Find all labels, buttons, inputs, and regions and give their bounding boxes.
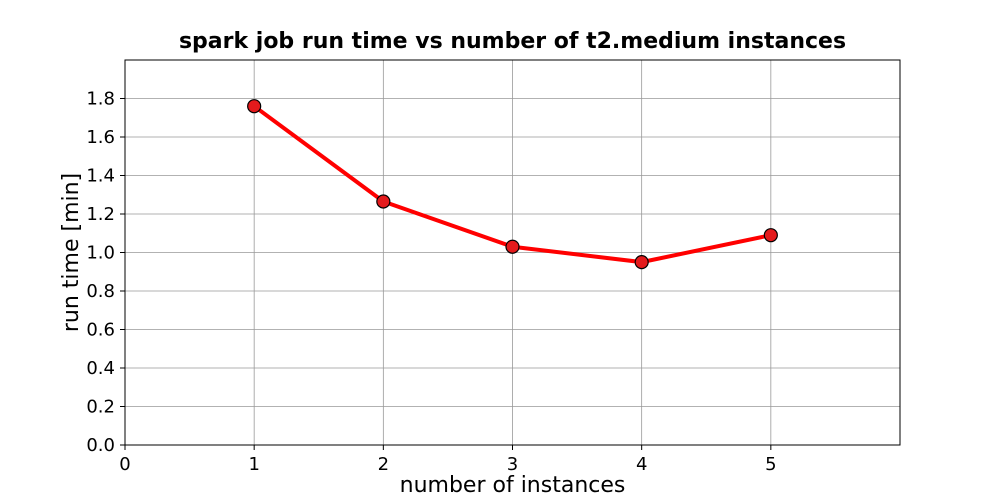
- grid: [124, 60, 900, 446]
- y-axis-label: run time [min]: [59, 173, 84, 332]
- y-tick-label: 1.8: [86, 89, 115, 110]
- x-tick-label: 1: [248, 454, 259, 475]
- y-tick-label: 0.6: [86, 320, 115, 341]
- y-tick-label: 0.4: [86, 358, 115, 379]
- data-point: [634, 255, 649, 270]
- x-tick-label: 4: [636, 454, 647, 475]
- x-axis-label: number of instances: [400, 473, 626, 498]
- chart-title: spark job run time vs number of t2.mediu…: [179, 29, 846, 54]
- data-point: [247, 99, 262, 114]
- data-point: [763, 228, 778, 243]
- x-tick-label: 2: [378, 454, 389, 475]
- y-tick-label: 0.8: [86, 281, 115, 302]
- x-tick-label: 3: [507, 454, 518, 475]
- y-tick-label: 1.6: [86, 127, 115, 148]
- data-point: [376, 194, 391, 209]
- y-tick-label: 1.4: [86, 166, 115, 187]
- x-tick-label: 0: [119, 454, 130, 475]
- y-tick-label: 1.0: [86, 243, 115, 264]
- x-tick-label: 5: [765, 454, 776, 475]
- data-point: [505, 239, 520, 254]
- ticks: 0 1 2 3 4 5 0.0 0.2 0.4 0.6 0.8 1.0 1.2 1.4 1.6 1.8: [86, 89, 776, 476]
- y-tick-label: 1.2: [86, 204, 115, 225]
- y-tick-label: 0.0: [86, 435, 115, 456]
- y-tick-label: 0.2: [86, 397, 115, 418]
- series: [247, 99, 778, 270]
